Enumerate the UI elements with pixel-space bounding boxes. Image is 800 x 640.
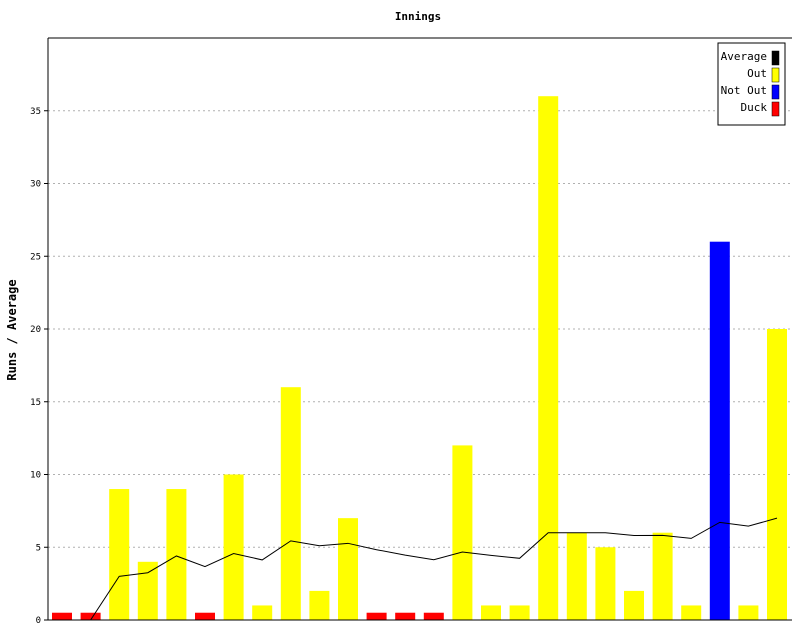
bar-out (481, 605, 501, 620)
bar-out (509, 605, 530, 620)
y-axis-ticks: 0 5 10 15 20 25 30 35 (30, 107, 48, 626)
bar-out (566, 532, 587, 620)
bar-duck (52, 612, 72, 620)
y-tick-label: 10 (30, 471, 41, 481)
legend-swatch (771, 67, 780, 83)
y-tick-label: 0 (36, 616, 41, 626)
y-tick-label: 20 (30, 325, 41, 335)
bar-out (767, 329, 787, 620)
grid-lines (48, 110, 792, 548)
bar-out (252, 605, 273, 620)
bar-out (109, 489, 130, 620)
y-tick-label: 35 (30, 107, 41, 117)
legend-label: Duck (741, 101, 768, 114)
bar-out (738, 605, 759, 620)
bar-duck (395, 612, 416, 620)
bar-out (280, 387, 301, 620)
bar-out (538, 96, 559, 620)
y-tick-label: 5 (36, 543, 41, 553)
bar-out (338, 518, 358, 620)
bar-out (595, 547, 616, 620)
legend: Average Out Not Out Duck (717, 42, 786, 126)
legend-label: Average (721, 50, 767, 63)
bars (52, 96, 787, 620)
y-tick-label: 25 (30, 252, 41, 262)
bar-duck (423, 612, 444, 620)
bar-out (309, 590, 330, 620)
bar-not-out (709, 241, 730, 620)
average-line (62, 517, 778, 621)
bar-duck (195, 612, 215, 620)
y-tick-label: 15 (30, 398, 41, 408)
bar-out (223, 474, 244, 620)
legend-swatch (771, 50, 780, 66)
legend-label: Not Out (721, 84, 767, 97)
legend-swatch (771, 101, 780, 117)
chart-title: Innings (395, 10, 441, 23)
bar-duck (366, 612, 387, 620)
bar-out (137, 561, 158, 620)
y-axis-label: Runs / Average (5, 279, 19, 380)
y-tick-label: 30 (30, 180, 41, 190)
bar-out (452, 445, 473, 620)
bar-out (166, 489, 187, 620)
average-line-group (62, 517, 778, 621)
bar-out (624, 590, 644, 620)
bar-duck (80, 612, 101, 620)
legend-swatch (771, 84, 780, 100)
bar-out (652, 532, 673, 620)
legend-label: Out (747, 67, 767, 80)
bar-out (681, 605, 702, 620)
